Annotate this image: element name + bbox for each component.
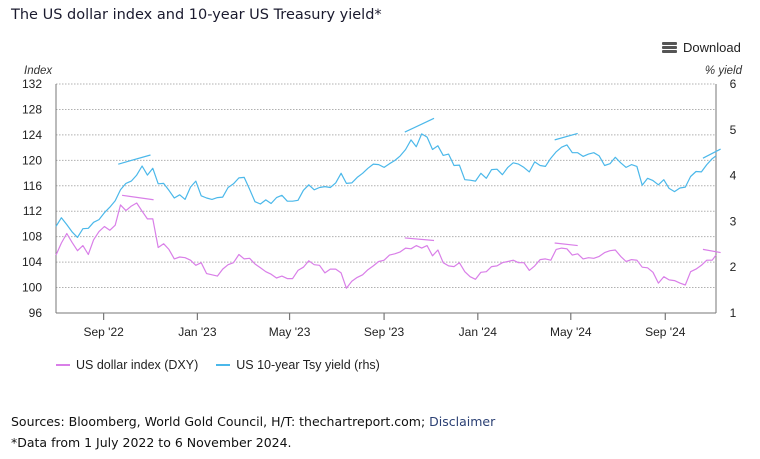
y-tick-label-right: 6 [730,77,737,91]
y-tick-label-right: 2 [730,260,737,274]
y-tick-label-right: 5 [730,123,737,137]
trendline-dxy [702,248,721,254]
y-tick-label-left: 124 [22,128,42,142]
legend: US dollar index (DXY) US 10-year Tsy yie… [56,358,380,372]
series-lines [55,133,717,289]
data-range-note: *Data from 1 July 2022 to 6 November 202… [11,435,292,450]
legend-swatch-dxy [56,364,70,366]
legend-item-yield[interactable]: US 10-year Tsy yield (rhs) [216,358,380,372]
gridlines [56,83,716,289]
trendline-dxy [404,237,435,242]
y-tick-label-right: 1 [730,306,737,320]
y-tick-label-left: 100 [22,281,42,295]
x-tick-label: Sep '22 [83,325,124,339]
sources-text: Sources: Bloomberg, World Gold Council, … [11,414,430,429]
y-tick-label-left: 96 [29,306,43,320]
x-tick-label: Sep '24 [645,325,686,339]
trendline-yield [118,154,151,165]
x-tick-label: May '23 [269,325,311,339]
sources-note: Sources: Bloomberg, World Gold Council, … [11,414,495,429]
trend-annotations [118,117,721,254]
trendline-dxy [554,242,578,247]
y-tick-label-left: 104 [22,255,42,269]
download-button[interactable]: Download [662,40,741,55]
y-tick-label-left: 128 [22,102,42,116]
y-axis-label-left: Index [24,65,53,77]
legend-label-yield: US 10-year Tsy yield (rhs) [236,358,380,372]
disclaimer-link[interactable]: Disclaimer [429,414,496,429]
y-tick-label-right: 4 [730,169,737,183]
trendline-dxy [121,194,154,201]
trendline-yield [702,148,721,159]
x-tick-label: Jan '23 [178,325,217,339]
y-tick-label-left: 116 [23,179,42,193]
legend-label-dxy: US dollar index (DXY) [76,358,199,372]
legend-swatch-yield [216,364,231,366]
chart-title: The US dollar index and 10-year US Treas… [11,7,382,23]
x-tick-label: May '24 [550,325,592,339]
y-tick-label-left: 108 [22,230,42,244]
series-line-yield [55,133,717,238]
axes: 132 128 124 120 116 112 108 104 100 96 6 5 4 3 2 1 Sep '… [22,77,737,339]
y-tick-label-left: 112 [23,204,42,218]
download-label: Download [683,40,741,55]
chart-svg: 132 128 124 120 116 112 108 104 100 96 6 5 4 3 2 1 Sep '… [22,65,743,339]
legend-item-dxy[interactable]: US dollar index (DXY) [56,358,198,372]
y-tick-label-left: 120 [22,153,42,167]
hamburger-menu-icon [662,42,677,53]
trendline-yield [404,117,435,133]
y-axis-label-right: % yield [705,65,743,77]
y-tick-label-right: 3 [730,214,737,228]
x-tick-label: Sep '23 [364,325,405,339]
x-tick-label: Jan '24 [459,325,498,339]
y-tick-label-left: 132 [22,77,42,91]
trendline-yield [554,132,578,141]
series-line-dxy [55,202,717,289]
